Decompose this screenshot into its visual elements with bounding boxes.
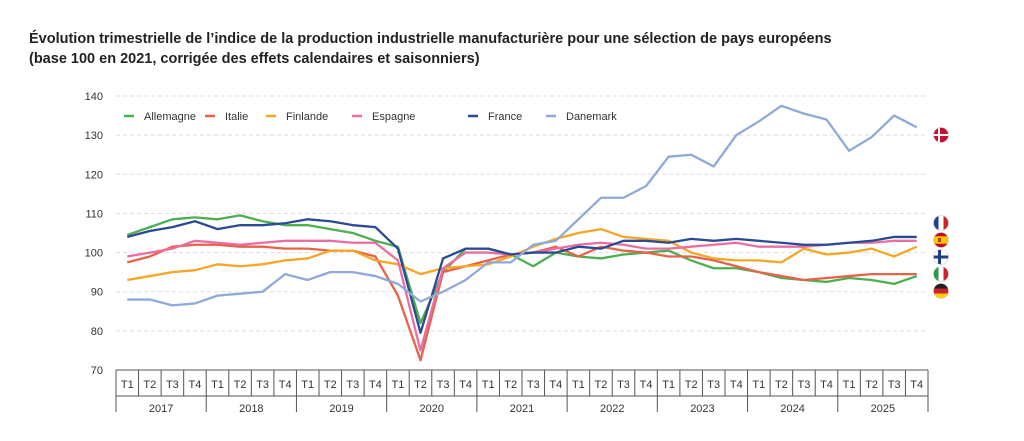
legend-label-finlande: Finlande: [286, 111, 328, 123]
x-tick-label: T2: [504, 379, 517, 391]
chart-title: Évolution trimestrielle de l’indice de l…: [29, 29, 832, 69]
x-tick-label: T2: [414, 379, 427, 391]
x-tick-label: T1: [843, 379, 856, 391]
x-tick-label: T3: [798, 379, 811, 391]
y-tick-label: 120: [85, 169, 103, 181]
year-label: 2017: [149, 403, 173, 415]
x-tick-label: T1: [121, 379, 134, 391]
x-tick-label: T3: [166, 379, 179, 391]
x-tick-label: T1: [301, 379, 314, 391]
series-line-espagne: [127, 239, 917, 352]
y-tick-label: 130: [85, 130, 103, 142]
finland-flag: [933, 249, 949, 265]
year-label: 2022: [600, 403, 624, 415]
x-tick-label: T4: [549, 379, 562, 391]
x-tick-label: T4: [189, 379, 202, 391]
series-line-allemagne: [126, 214, 918, 325]
x-tick-label: T2: [143, 379, 156, 391]
denmark-flag: [933, 127, 949, 143]
x-tick-label: T2: [685, 379, 698, 391]
y-tick-label: 110: [85, 208, 103, 220]
series-line-italie: [126, 243, 917, 362]
subtitle-line: (base 100 en 2021, corrigée des effets c…: [29, 51, 480, 67]
x-tick-label: T4: [910, 379, 923, 391]
legend-label-allemagne: Allemagne: [144, 111, 196, 123]
legend-label-espagne: Espagne: [372, 111, 415, 123]
legend-label-danemark: Danemark: [566, 111, 617, 123]
x-tick-label: T2: [865, 379, 878, 391]
x-tick-label: T3: [617, 379, 630, 391]
x-tick-label: T3: [707, 379, 720, 391]
x-tick-label: T1: [752, 379, 765, 391]
x-tick-label: T3: [527, 379, 540, 391]
x-tick-label: T1: [482, 379, 495, 391]
x-tick-label: T4: [640, 379, 653, 391]
title-line: Évolution trimestrielle de l’indice de l…: [29, 31, 832, 47]
y-tick-label: 140: [85, 91, 103, 103]
x-tick-label: T1: [662, 379, 675, 391]
series-line-france: [126, 218, 917, 334]
x-tick-label: T3: [256, 379, 269, 391]
x-tick-label: T3: [346, 379, 359, 391]
x-tick-label: T2: [234, 379, 247, 391]
series-line-danemark: [127, 104, 918, 307]
x-tick-label: T2: [324, 379, 337, 391]
x-tick-label: T1: [392, 379, 405, 391]
spain-flag: [933, 232, 949, 248]
year-label: 2018: [239, 403, 263, 415]
x-tick-label: T4: [279, 379, 292, 391]
france-flag: [933, 215, 949, 231]
year-label: 2024: [780, 403, 804, 415]
x-tick-label: T3: [437, 379, 450, 391]
legend-label-france: France: [488, 111, 522, 123]
germany-flag: [933, 283, 949, 299]
x-tick-label: T1: [211, 379, 224, 391]
x-tick-label: T2: [595, 379, 608, 391]
y-tick-label: 80: [91, 326, 103, 338]
x-tick-label: T2: [775, 379, 788, 391]
y-tick-label: 100: [85, 248, 103, 260]
x-tick-label: T4: [820, 379, 833, 391]
x-tick-label: T3: [888, 379, 901, 391]
year-label: 2021: [510, 403, 534, 415]
x-tick-label: T4: [369, 379, 382, 391]
year-label: 2025: [871, 403, 895, 415]
x-tick-label: T4: [459, 379, 472, 391]
year-label: 2023: [690, 403, 714, 415]
x-tick-label: T4: [730, 379, 743, 391]
series-line-finlande: [127, 227, 918, 282]
italy-flag: [933, 266, 949, 282]
year-label: 2020: [420, 403, 444, 415]
y-tick-label: 70: [91, 365, 103, 377]
year-label: 2019: [329, 403, 353, 415]
x-tick-label: T1: [572, 379, 585, 391]
y-tick-label: 90: [91, 287, 103, 299]
legend-label-italie: Italie: [225, 111, 248, 123]
